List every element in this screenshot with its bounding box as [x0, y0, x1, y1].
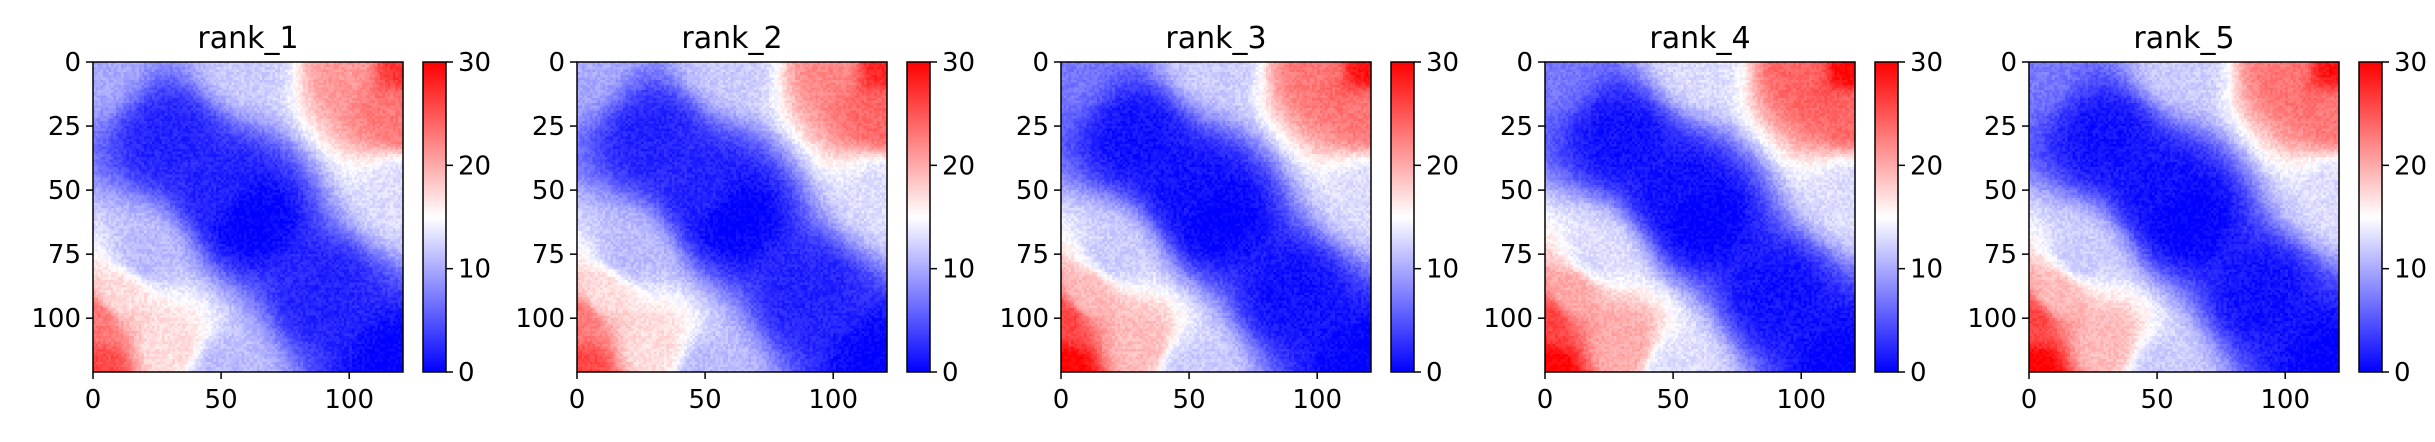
y-tick-label: 50 — [532, 176, 565, 206]
colorbar — [422, 61, 447, 373]
colorbar — [1390, 61, 1415, 373]
y-tick-label: 0 — [2000, 48, 2017, 78]
y-tick-label: 25 — [48, 112, 81, 142]
x-tick-label: 0 — [85, 385, 102, 415]
colorbar-tick-label: 30 — [1426, 48, 1459, 78]
y-tick-label: 0 — [64, 48, 81, 78]
chart-title: rank_5 — [2133, 21, 2234, 56]
x-tick-label: 0 — [1537, 385, 1554, 415]
y-tick-label: 100 — [31, 304, 81, 334]
y-tick-label: 75 — [1984, 240, 2017, 270]
y-tick-label: 0 — [1032, 48, 1049, 78]
heatmap-panel-4: rank_4 0 25 50 75 100 0 50 100 0 10 20 30 — [1483, 21, 1943, 415]
colorbar-tick-label: 10 — [1426, 255, 1459, 285]
heatmap-frame — [1060, 61, 1372, 373]
x-tick-label: 50 — [205, 385, 238, 415]
heatmap-panel-3: rank_3 0 25 50 75 100 0 50 100 0 10 20 30 — [999, 21, 1459, 415]
colorbar-tick-label: 30 — [2394, 48, 2427, 78]
y-tick-label: 100 — [999, 304, 1049, 334]
colorbar-tick-label: 0 — [1910, 358, 1927, 388]
chart-title: rank_2 — [681, 21, 782, 56]
y-tick-label: 50 — [1500, 176, 1533, 206]
x-tick-label: 100 — [1292, 385, 1342, 415]
heatmap-image — [1545, 62, 1855, 372]
y-tick-label: 75 — [1500, 240, 1533, 270]
heatmap-image — [577, 62, 887, 372]
colorbar — [2358, 61, 2383, 373]
y-tick-label: 75 — [48, 240, 81, 270]
y-tick-label: 100 — [515, 304, 565, 334]
x-tick-label: 0 — [2021, 385, 2038, 415]
chart-title: rank_4 — [1649, 21, 1750, 56]
colorbar-tick-label: 20 — [458, 151, 491, 181]
colorbar — [906, 61, 931, 373]
x-tick-label: 100 — [808, 385, 858, 415]
colorbar-tick-label: 0 — [1426, 358, 1443, 388]
x-tick-label: 0 — [569, 385, 586, 415]
colorbar-tick-label: 10 — [458, 255, 491, 285]
x-tick-label: 100 — [1776, 385, 1826, 415]
colorbar-tick-label: 20 — [2394, 151, 2427, 181]
x-tick-label: 0 — [1053, 385, 1070, 415]
x-tick-label: 50 — [1657, 385, 1690, 415]
y-tick-label: 25 — [1500, 112, 1533, 142]
chart-title: rank_3 — [1165, 21, 1266, 56]
colorbar-tick-label: 0 — [942, 358, 959, 388]
y-tick-label: 25 — [1984, 112, 2017, 142]
y-tick-label: 50 — [48, 176, 81, 206]
y-tick-label: 25 — [532, 112, 565, 142]
y-tick-label: 75 — [1016, 240, 1049, 270]
heatmap-panel-2: rank_2 0 25 50 75 100 0 50 100 0 10 20 30 — [515, 21, 975, 415]
colorbar-tick-label: 30 — [458, 48, 491, 78]
colorbar-tick-label: 20 — [942, 151, 975, 181]
y-tick-label: 50 — [1984, 176, 2017, 206]
y-tick-label: 100 — [1483, 304, 1533, 334]
x-tick-label: 100 — [2260, 385, 2310, 415]
colorbar-tick-label: 30 — [942, 48, 975, 78]
heatmap-frame — [576, 61, 888, 373]
y-tick-label: 75 — [532, 240, 565, 270]
colorbar-tick-label: 30 — [1910, 48, 1943, 78]
y-tick-label: 0 — [548, 48, 565, 78]
heatmap-frame — [1544, 61, 1856, 373]
y-tick-label: 25 — [1016, 112, 1049, 142]
x-tick-label: 50 — [2141, 385, 2174, 415]
heatmap-image — [1061, 62, 1371, 372]
colorbar-tick-label: 20 — [1910, 151, 1943, 181]
colorbar-tick-label: 20 — [1426, 151, 1459, 181]
y-tick-label: 100 — [1967, 304, 2017, 334]
heatmap-frame — [2028, 61, 2340, 373]
heatmap-image — [2029, 62, 2339, 372]
x-tick-label: 100 — [324, 385, 374, 415]
heatmap-frame — [92, 61, 404, 373]
heatmap-panel-1: rank_1 0 25 50 75 100 0 50 100 0 10 20 30 — [31, 21, 491, 415]
colorbar-tick-label: 10 — [1910, 255, 1943, 285]
colorbar-tick-label: 0 — [2394, 358, 2411, 388]
x-tick-label: 50 — [1173, 385, 1206, 415]
colorbar-tick-label: 10 — [942, 255, 975, 285]
heatmap-image — [93, 62, 403, 372]
colorbar — [1874, 61, 1899, 373]
x-tick-label: 50 — [689, 385, 722, 415]
colorbar-tick-label: 10 — [2394, 255, 2427, 285]
chart-title: rank_1 — [197, 21, 298, 56]
y-tick-label: 0 — [1516, 48, 1533, 78]
colorbar-tick-label: 0 — [458, 358, 475, 388]
y-tick-label: 50 — [1016, 176, 1049, 206]
heatmap-panel-5: rank_5 0 25 50 75 100 0 50 100 0 10 20 30 — [1967, 21, 2427, 415]
